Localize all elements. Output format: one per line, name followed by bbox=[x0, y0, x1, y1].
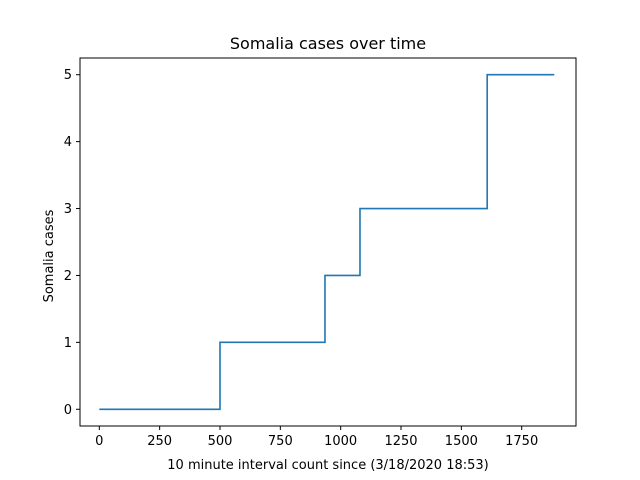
x-tick-label: 250 bbox=[147, 434, 172, 449]
y-tick-label: 4 bbox=[64, 135, 72, 150]
x-tick-label: 1750 bbox=[505, 434, 538, 449]
x-tick-label: 500 bbox=[208, 434, 233, 449]
y-tick-label: 3 bbox=[64, 202, 72, 217]
chart-title: Somalia cases over time bbox=[230, 34, 426, 53]
x-axis-label: 10 minute interval count since (3/18/202… bbox=[167, 458, 488, 473]
y-tick-label: 1 bbox=[64, 336, 72, 351]
x-tick-label: 0 bbox=[95, 434, 103, 449]
y-tick-label: 2 bbox=[64, 269, 72, 284]
plot-area bbox=[99, 73, 555, 411]
x-tick-label: 1000 bbox=[324, 434, 357, 449]
series-line-0 bbox=[99, 73, 555, 411]
plot-frame bbox=[79, 57, 577, 427]
y-axis: 0 1 2 3 4 5 bbox=[64, 68, 80, 418]
x-tick-label: 1500 bbox=[445, 434, 478, 449]
y-tick-label: 0 bbox=[64, 403, 72, 418]
x-tick-label: 750 bbox=[268, 434, 293, 449]
x-tick-label: 1250 bbox=[384, 434, 417, 449]
x-axis: 0 250 500 750 1000 1250 1500 1750 bbox=[95, 426, 538, 449]
y-axis-label: Somalia cases bbox=[42, 209, 57, 302]
y-tick-label: 5 bbox=[64, 68, 72, 83]
